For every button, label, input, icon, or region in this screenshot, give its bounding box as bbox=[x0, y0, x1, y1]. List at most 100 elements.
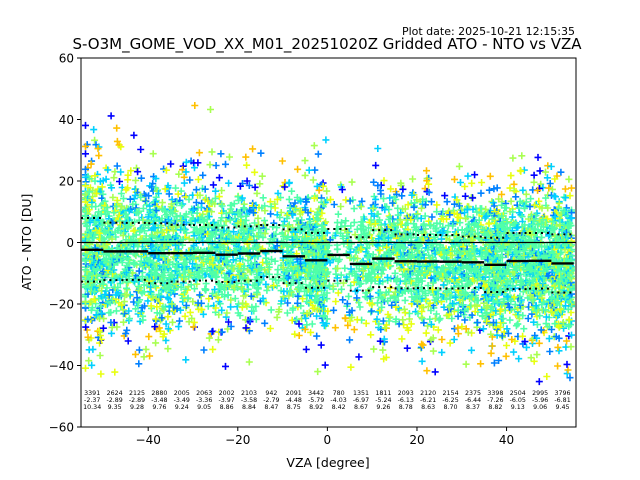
data-point bbox=[429, 334, 437, 342]
data-point bbox=[267, 210, 275, 218]
data-point bbox=[507, 172, 515, 180]
data-point bbox=[448, 315, 456, 322]
data-point bbox=[149, 150, 157, 158]
data-point bbox=[313, 332, 321, 340]
data-point bbox=[141, 302, 148, 310]
data-point bbox=[393, 276, 400, 284]
data-point bbox=[479, 325, 487, 333]
data-point bbox=[209, 181, 217, 189]
data-point bbox=[376, 288, 384, 296]
data-point bbox=[323, 187, 331, 195]
data-point bbox=[158, 314, 166, 322]
data-point bbox=[212, 271, 220, 279]
data-point bbox=[443, 198, 451, 206]
data-point bbox=[418, 340, 426, 348]
data-point bbox=[399, 316, 407, 324]
data-point bbox=[471, 308, 479, 315]
data-point bbox=[305, 309, 313, 317]
data-point bbox=[419, 261, 427, 269]
data-point bbox=[277, 297, 285, 305]
data-point bbox=[286, 287, 294, 295]
data-point bbox=[462, 325, 470, 333]
data-point bbox=[424, 282, 432, 289]
data-point bbox=[353, 225, 361, 233]
data-point bbox=[370, 212, 378, 220]
data-point bbox=[543, 373, 551, 380]
data-point bbox=[295, 332, 303, 339]
data-point bbox=[137, 193, 145, 201]
data-point bbox=[495, 357, 503, 364]
data-point bbox=[353, 316, 361, 324]
data-point bbox=[259, 294, 267, 302]
data-point bbox=[418, 204, 425, 212]
data-point bbox=[187, 220, 195, 228]
data-point bbox=[542, 168, 549, 176]
data-point bbox=[391, 269, 399, 277]
data-point bbox=[425, 217, 433, 225]
data-point bbox=[424, 322, 432, 330]
data-point bbox=[276, 213, 284, 221]
data-point bbox=[135, 267, 143, 275]
data-point bbox=[189, 298, 197, 306]
data-point bbox=[226, 216, 234, 224]
data-point bbox=[389, 199, 397, 207]
data-point bbox=[209, 345, 217, 353]
data-point bbox=[515, 355, 523, 363]
data-point bbox=[191, 217, 199, 225]
data-point bbox=[315, 205, 323, 213]
data-point bbox=[353, 294, 361, 302]
data-point bbox=[440, 281, 447, 289]
data-point bbox=[87, 160, 95, 168]
data-point bbox=[347, 282, 355, 289]
data-point bbox=[439, 215, 447, 223]
data-point bbox=[222, 218, 230, 225]
data-point bbox=[512, 193, 520, 201]
data-point bbox=[401, 309, 409, 317]
data-point bbox=[458, 297, 466, 304]
data-point bbox=[134, 168, 142, 176]
data-point bbox=[493, 248, 501, 256]
data-point bbox=[528, 231, 535, 239]
data-point bbox=[90, 234, 98, 242]
data-point bbox=[530, 171, 538, 179]
data-point bbox=[112, 233, 120, 241]
data-point bbox=[271, 257, 279, 265]
data-point bbox=[461, 316, 469, 324]
data-point bbox=[257, 149, 265, 157]
data-point bbox=[125, 307, 133, 315]
data-point bbox=[225, 179, 233, 187]
data-point bbox=[408, 191, 416, 199]
data-point bbox=[415, 227, 422, 235]
data-point bbox=[393, 251, 401, 259]
data-point bbox=[131, 191, 139, 199]
data-point bbox=[521, 204, 529, 212]
data-point bbox=[545, 184, 553, 192]
data-point bbox=[414, 243, 422, 251]
data-point bbox=[88, 304, 96, 312]
data-point bbox=[347, 265, 355, 273]
data-point bbox=[251, 183, 259, 191]
data-point bbox=[283, 309, 291, 317]
data-point bbox=[403, 344, 411, 352]
data-point bbox=[542, 313, 550, 321]
data-point bbox=[504, 329, 512, 337]
data-point bbox=[243, 325, 251, 333]
data-point bbox=[147, 302, 155, 310]
data-point bbox=[194, 299, 202, 307]
data-point bbox=[488, 198, 496, 206]
data-point bbox=[563, 360, 571, 368]
data-point bbox=[522, 190, 530, 198]
data-point bbox=[478, 179, 486, 186]
data-point bbox=[554, 343, 562, 351]
data-point bbox=[155, 291, 163, 299]
data-point bbox=[107, 308, 115, 316]
data-point bbox=[485, 186, 493, 194]
data-point bbox=[207, 106, 214, 113]
data-point bbox=[235, 196, 243, 204]
data-point bbox=[333, 246, 341, 253]
data-point bbox=[372, 161, 380, 169]
data-point bbox=[498, 212, 506, 220]
data-point bbox=[338, 285, 345, 293]
data-point bbox=[132, 350, 139, 358]
data-point bbox=[293, 217, 301, 225]
